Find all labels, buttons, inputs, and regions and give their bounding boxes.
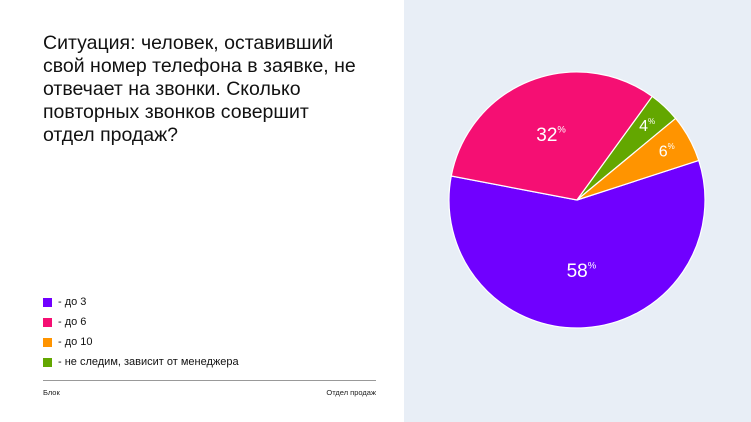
legend-label: - до 10 [58,336,93,348]
legend-item-0: - до 3 [43,292,239,312]
legend-label: - не следим, зависит от менеджера [58,356,239,368]
question-title: Ситуация: человек, оставивший свой номер… [43,32,356,146]
left-panel: Ситуация: человек, оставивший свой номер… [43,32,376,397]
legend: - до 3 - до 6 - до 10 - не следим, завис… [43,292,239,372]
legend-swatch [43,297,52,307]
pie-slice-2 [576,117,700,201]
legend-item-1: - до 6 [43,312,239,332]
legend-item-2: - до 10 [43,332,239,352]
footer-right: Отдел продаж [326,388,376,397]
legend-swatch [43,337,52,347]
pie-slice-0 [448,159,706,329]
legend-label: - до 6 [58,316,87,328]
footer-divider [43,380,376,381]
legend-label: - до 3 [58,296,87,308]
legend-swatch [43,317,52,327]
pie-slice-1 [450,71,654,201]
legend-item-3: - не следим, зависит от менеджера [43,352,239,372]
footer-left: Блок [43,388,60,397]
legend-swatch [43,357,52,367]
